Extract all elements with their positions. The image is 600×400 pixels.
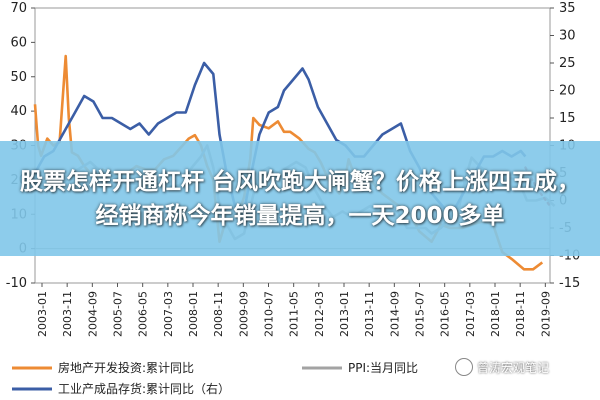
x-tick-label: 2003-01	[36, 291, 49, 337]
right-tick-label: 20	[559, 84, 576, 99]
x-axis-ticks: 2003-01 2003-11 2004-09 2005-07 2006-05 2007-…	[36, 283, 552, 337]
legend-label: 工业产成品存货:累计同比（右）	[58, 381, 230, 396]
headline-banner: 股票怎样开通杠杆 台风吹跑大闸蟹？价格上涨四五成，经销商称今年销量提高，一天20…	[0, 141, 600, 256]
x-tick-label: 2017-03	[464, 291, 477, 337]
x-tick-label: 2003-11	[61, 291, 74, 337]
left-tick-label: 40	[10, 104, 27, 119]
right-tick-label: 25	[559, 56, 576, 71]
x-tick-label: 2019-09	[539, 291, 552, 337]
x-tick-label: 2010-07	[263, 291, 276, 337]
left-tick-label: -10	[6, 276, 27, 291]
legend-label: PPI:当月同比	[348, 361, 418, 375]
x-tick-label: 2007-03	[162, 291, 175, 337]
headline-text: 股票怎样开通杠杆 台风吹跑大闸蟹？价格上涨四五成，经销商称今年销量提高，一天20…	[19, 168, 580, 229]
x-tick-label: 2008-01	[187, 291, 200, 337]
x-tick-label: 2008-11	[212, 291, 225, 337]
x-tick-label: 2012-03	[313, 291, 326, 337]
right-tick-label: 15	[559, 111, 576, 126]
x-tick-label: 2009-09	[237, 291, 250, 337]
right-tick-label: -15	[559, 276, 580, 291]
left-tick-label: 50	[10, 70, 27, 85]
x-tick-label: 2005-07	[112, 291, 125, 337]
wechat-icon	[455, 358, 473, 376]
left-tick-label: 60	[10, 35, 27, 50]
left-tick-label: 70	[10, 1, 27, 16]
x-tick-label: 2004-09	[86, 291, 99, 337]
watermark-text: 曾涛宏观笔记	[477, 360, 550, 375]
x-tick-label: 2018-11	[514, 291, 527, 337]
x-tick-label: 2016-05	[439, 291, 452, 337]
legend-label: 房地产开发投资:累计同比	[58, 360, 194, 375]
watermark: 曾涛宏观笔记	[455, 358, 549, 376]
right-tick-label: 35	[559, 1, 576, 16]
right-tick-label: 30	[559, 29, 576, 44]
x-tick-label: 2011-05	[288, 291, 301, 337]
x-tick-label: 2013-01	[338, 291, 351, 337]
x-tick-label: 2013-11	[363, 291, 376, 337]
x-tick-label: 2018-01	[489, 291, 502, 337]
x-tick-label: 2006-05	[137, 291, 150, 337]
x-tick-label: 2015-07	[414, 291, 427, 337]
x-tick-label: 2014-09	[388, 291, 401, 337]
